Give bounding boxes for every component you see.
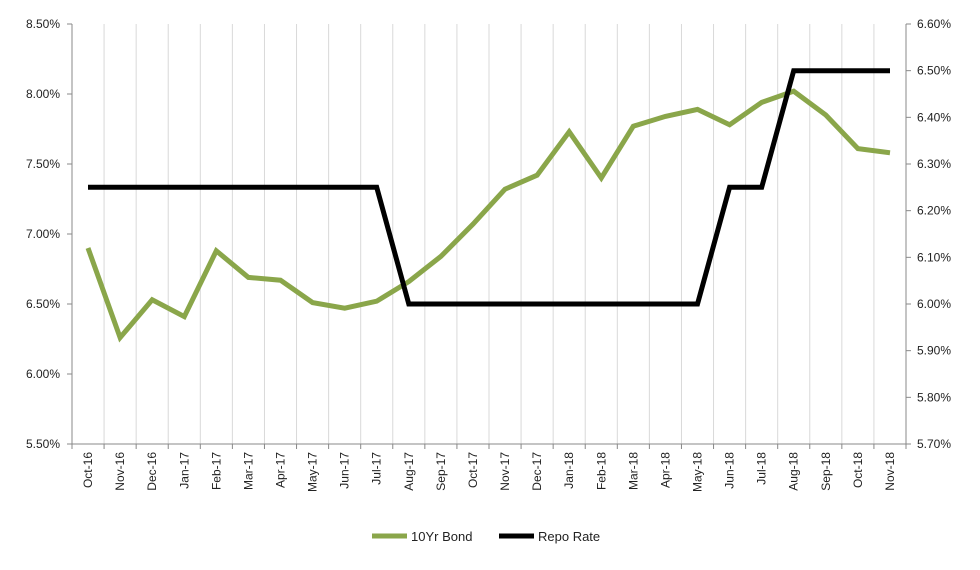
- right-tick-label: 6.40%: [917, 110, 951, 124]
- left-tick-label: 8.50%: [26, 17, 60, 31]
- x-tick-label: Jul-17: [370, 452, 384, 485]
- right-tick-label: 6.00%: [917, 297, 951, 311]
- chart-legend: 10Yr Bond Repo Rate: [372, 529, 600, 544]
- x-tick-label: Nov-17: [498, 452, 512, 491]
- vertical-gridlines: [71, 24, 907, 444]
- x-tick-label: Feb-18: [594, 452, 608, 490]
- x-tick-label: Jun-18: [723, 452, 737, 489]
- x-tick-label: Aug-17: [402, 452, 416, 491]
- x-tick-label: May-17: [306, 452, 320, 492]
- left-tick-label: 5.50%: [26, 437, 60, 451]
- x-tick-label: Sep-18: [819, 452, 833, 491]
- x-tick-label: Jan-17: [177, 452, 191, 489]
- left-tick-label: 7.50%: [26, 157, 60, 171]
- x-tick-label: Dec-16: [145, 452, 159, 491]
- right-tick-label: 6.10%: [917, 250, 951, 264]
- x-tick-label: Oct-16: [81, 452, 95, 488]
- x-tick-label: Apr-17: [274, 452, 288, 488]
- right-tick-label: 6.60%: [917, 17, 951, 31]
- x-tick-label: Dec-17: [530, 452, 544, 491]
- x-tick-label: Sep-17: [434, 452, 448, 491]
- right-tick-label: 6.20%: [917, 204, 951, 218]
- x-tick-label: Nov-18: [883, 452, 897, 491]
- x-tick-label: May-18: [691, 452, 705, 492]
- series-layer: [85, 68, 891, 343]
- x-tick-label: Oct-17: [466, 452, 480, 488]
- left-tick-label: 8.00%: [26, 87, 60, 101]
- right-tick-label: 5.80%: [917, 390, 951, 404]
- x-tick-label: Jun-17: [338, 452, 352, 489]
- left-axis-ticks: 5.50% 6.00% 6.50% 7.00% 7.50% 8.00% 8.50%: [26, 17, 72, 451]
- left-tick-label: 6.50%: [26, 297, 60, 311]
- right-tick-label: 5.90%: [917, 344, 951, 358]
- right-tick-label: 6.50%: [917, 64, 951, 78]
- x-tick-label: Jul-18: [755, 452, 769, 485]
- x-tick-label: Mar-18: [626, 452, 640, 490]
- left-tick-label: 7.00%: [26, 227, 60, 241]
- x-tick-label: Feb-17: [209, 452, 223, 490]
- series-line-repo-rate: [88, 68, 890, 307]
- right-axis-ticks: 5.70% 5.80% 5.90% 6.00% 6.10% 6.20% 6.30% 6.40%…: [906, 17, 951, 451]
- x-axis-ticks: Oct-16 Nov-16 Dec-16 Jan-17 Feb-17 Mar-17 Apr-…: [71, 444, 907, 492]
- x-tick-label: Mar-17: [241, 452, 255, 490]
- right-tick-label: 5.70%: [917, 437, 951, 451]
- x-tick-label: Jan-18: [562, 452, 576, 489]
- series-line-10yr-bond: [85, 88, 891, 343]
- x-tick-label: Oct-18: [851, 452, 865, 488]
- legend-label-10yr-bond: 10Yr Bond: [411, 529, 472, 544]
- legend-label-repo-rate: Repo Rate: [538, 529, 600, 544]
- right-tick-label: 6.30%: [917, 157, 951, 171]
- x-tick-label: Apr-18: [658, 452, 672, 488]
- left-tick-label: 6.00%: [26, 367, 60, 381]
- x-tick-label: Nov-16: [113, 452, 127, 491]
- x-tick-label: Aug-18: [787, 452, 801, 491]
